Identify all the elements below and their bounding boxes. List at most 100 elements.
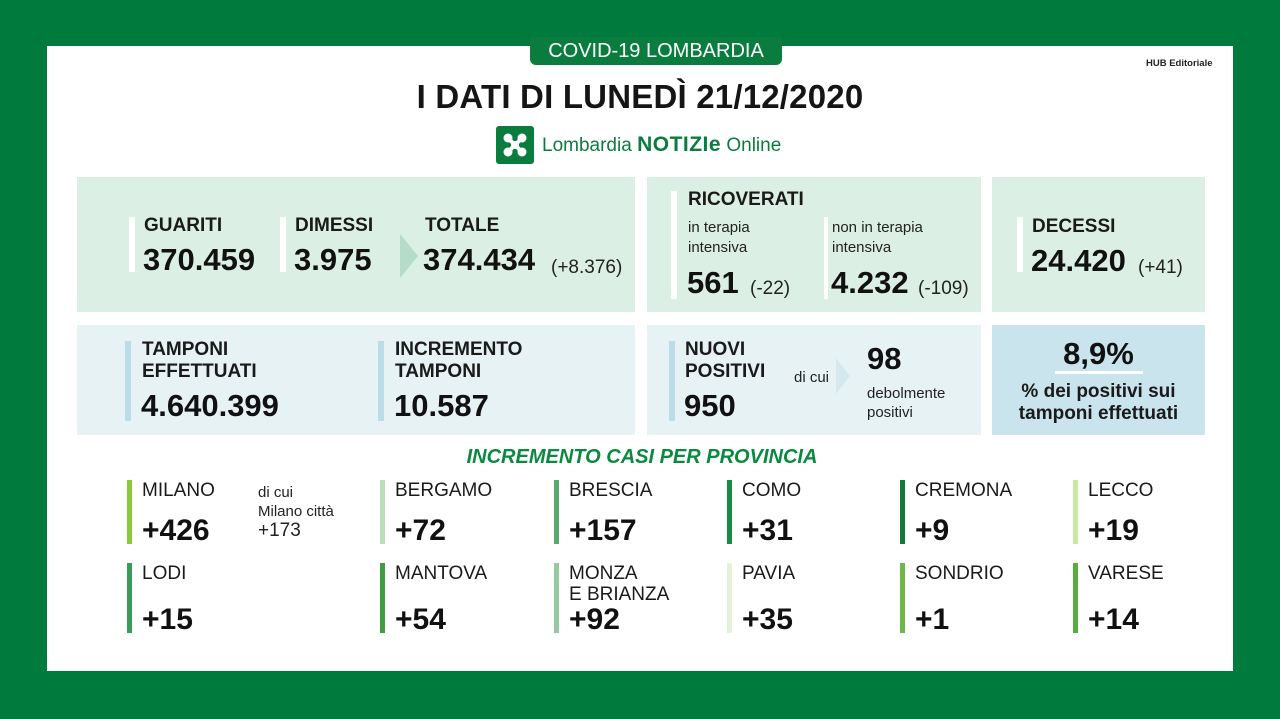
percent-panel (992, 325, 1205, 435)
province-value: +1 (915, 603, 950, 636)
province-name: COMO (742, 480, 802, 501)
positivi-bar (669, 341, 675, 421)
province-color-bar (127, 480, 132, 544)
arrow-icon (836, 358, 850, 394)
weak-positivi-value: 98 (867, 341, 902, 376)
milano-city-note: di cui Milano città +173 (258, 483, 334, 540)
province-name: VARESE (1088, 563, 1164, 584)
totale-delta: (+8.376) (551, 257, 623, 278)
province-value: +72 (395, 514, 446, 547)
weak-positivi-label-1: debolmente (867, 385, 946, 402)
province-varese: VARESE +14 (1073, 563, 1243, 636)
non-ti-value: 4.232 (831, 265, 909, 300)
logo-prefix: Lombardia (542, 135, 638, 156)
positivi-panel (647, 325, 981, 435)
province-color-bar (380, 563, 385, 633)
percent-underline (1055, 371, 1143, 374)
province-color-bar (727, 480, 732, 544)
ti-label-1: in terapia (688, 219, 750, 236)
dimessi-value: 3.975 (294, 242, 372, 277)
province-sondrio: SONDRIO +1 (900, 563, 1070, 636)
province-value: +92 (569, 603, 620, 636)
province-color-bar (1073, 563, 1078, 633)
logo-suffix: Online (721, 135, 782, 156)
province-name: MONZA E BRIANZA (569, 563, 670, 605)
province-value: +426 (142, 514, 210, 547)
province-color-bar (554, 480, 559, 544)
dimessi-label: DIMESSI (295, 215, 374, 236)
province-lodi: LODI +15 (127, 563, 297, 636)
page-title: I DATI DI LUNEDÌ 21/12/2020 (416, 78, 864, 115)
province-milano: MILANO +426 (127, 480, 297, 547)
decessi-bar (1017, 217, 1023, 272)
totale-value: 374.434 (423, 242, 536, 277)
province-name: SONDRIO (915, 563, 1004, 584)
tamponi-panel (77, 325, 635, 435)
province-lecco: LECCO +19 (1073, 480, 1243, 547)
province-mantova: MANTOVA +54 (380, 563, 550, 636)
guariti-label: GUARITI (144, 215, 223, 236)
ti-value: 561 (687, 265, 739, 300)
milano-city-line2: Milano città (258, 503, 334, 520)
tamponi-label-2: EFFETTUATI (142, 361, 257, 382)
lombardia-flower-icon (496, 126, 534, 164)
non-ti-label-1: non in terapia (832, 219, 923, 236)
province-bergamo: BERGAMO +72 (380, 480, 550, 547)
decessi-label: DECESSI (1032, 216, 1116, 237)
province-color-bar (554, 563, 559, 633)
province-cremona: CREMONA +9 (900, 480, 1070, 547)
positivi-value: 950 (684, 388, 736, 423)
province-value: +19 (1088, 514, 1139, 547)
tagline-badge: COVID-19 LOMBARDIA (530, 37, 782, 65)
province-value: +9 (915, 514, 950, 547)
province-value: +14 (1088, 603, 1139, 636)
percent-label-1: % dei positivi sui (1021, 381, 1176, 402)
lombardia-notizie-logo: Lombardia NOTIZIe Online (496, 126, 781, 164)
province-name: LODI (142, 563, 187, 584)
province-name: CREMONA (915, 480, 1013, 501)
province-value: +15 (142, 603, 193, 636)
tamponi-bar (125, 341, 131, 421)
ti-delta: (-22) (750, 278, 791, 299)
province-value: +35 (742, 603, 793, 636)
guariti-value: 370.459 (143, 242, 256, 277)
positivi-connector: di cui (794, 369, 830, 386)
province-name: MANTOVA (395, 563, 488, 584)
province-name: BERGAMO (395, 480, 493, 501)
province-name: MILANO (142, 480, 215, 501)
province-section-title: INCREMENTO CASI PER PROVINCIA (466, 446, 818, 468)
ricoverati-bar (671, 191, 677, 299)
province-color-bar (727, 563, 732, 633)
guariti-panel (77, 177, 635, 312)
non-ti-label-2: intensiva (832, 239, 892, 256)
dimessi-bar (280, 217, 286, 272)
incremento-value: 10.587 (394, 388, 489, 423)
non-ti-bar (824, 217, 828, 299)
decessi-panel (992, 177, 1205, 312)
province-color-bar (1073, 480, 1078, 544)
province-monza-brianza: MONZA E BRIANZA +92 (554, 563, 724, 636)
weak-positivi-label-2: positivi (867, 404, 913, 421)
guariti-bar (129, 217, 135, 272)
percent-value: 8,9% (1063, 336, 1134, 371)
province-como: COMO +31 (727, 480, 897, 547)
tamponi-value: 4.640.399 (141, 388, 279, 423)
province-value: +157 (569, 514, 637, 547)
province-brescia: BRESCIA +157 (554, 480, 724, 547)
ricoverati-title: RICOVERATI (688, 189, 804, 210)
decessi-delta: (+41) (1138, 257, 1183, 278)
province-name: BRESCIA (569, 480, 653, 501)
percent-label-2: tamponi effettuati (1018, 403, 1179, 424)
province-name: PAVIA (742, 563, 796, 584)
milano-city-value: +173 (258, 520, 301, 541)
positivi-label-2: POSITIVI (685, 361, 766, 382)
totale-label: TOTALE (425, 215, 500, 236)
logo-text: Lombardia NOTIZIe Online (542, 133, 781, 157)
province-value: +54 (395, 603, 446, 636)
arrow-icon (400, 234, 418, 278)
province-color-bar (380, 480, 385, 544)
incremento-bar (378, 341, 384, 421)
incremento-label-1: INCREMENTO (395, 339, 523, 360)
credit-label: HUB Editoriale (1146, 58, 1213, 69)
province-color-bar (900, 563, 905, 633)
